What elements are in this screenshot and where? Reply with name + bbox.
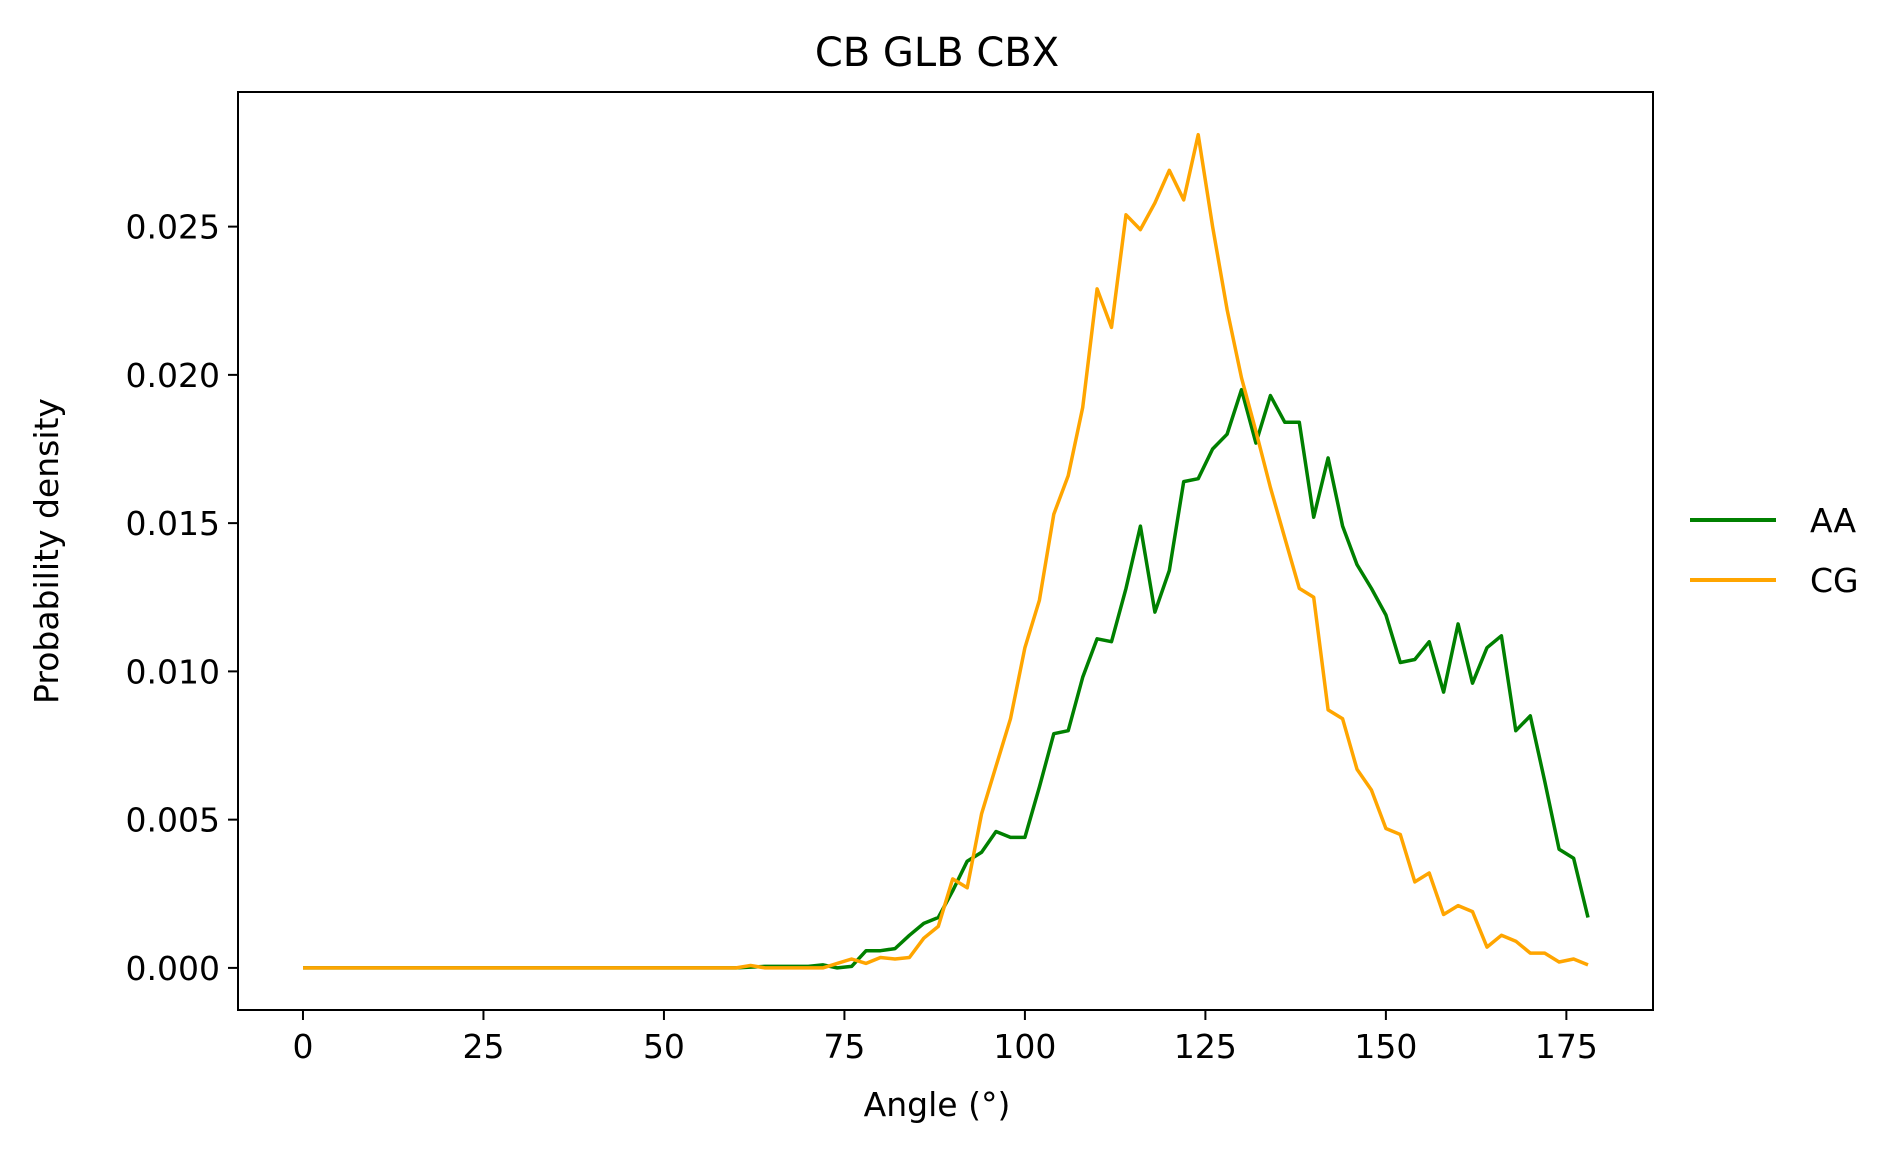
- x-tick-label: 50: [643, 1027, 685, 1066]
- x-tick-label: 0: [292, 1027, 313, 1066]
- series-line-cg: [303, 132, 1589, 970]
- y-tick-label: 0.000: [126, 949, 220, 988]
- x-axis: 0 25 50 75 100 125 150 175: [292, 1010, 1598, 1066]
- y-tick-label: 0.005: [126, 801, 220, 840]
- legend-label-cg: CG: [1810, 561, 1859, 600]
- x-tick-label: 75: [823, 1027, 865, 1066]
- plot-frame: [237, 91, 1654, 1011]
- series-line-aa: [303, 387, 1590, 970]
- series-layer: [303, 132, 1590, 970]
- x-tick-label: 150: [1354, 1027, 1417, 1066]
- y-tick-label: 0.025: [126, 208, 220, 247]
- y-axis: 0.000 0.005 0.010 0.015 0.020 0.025: [126, 208, 238, 988]
- x-tick-label: 175: [1535, 1027, 1598, 1066]
- y-tick-label: 0.010: [126, 652, 220, 691]
- y-tick-label: 0.015: [126, 504, 220, 543]
- y-axis-label: Probability density: [27, 398, 66, 704]
- legend: AA CG: [1690, 501, 1859, 600]
- legend-label-aa: AA: [1810, 501, 1856, 540]
- x-tick-label: 100: [993, 1027, 1056, 1066]
- x-axis-label: Angle (°): [864, 1085, 1011, 1124]
- x-tick-label: 25: [462, 1027, 504, 1066]
- y-tick-label: 0.020: [126, 356, 220, 395]
- chart-title: CB GLB CBX: [815, 30, 1059, 76]
- x-tick-label: 125: [1174, 1027, 1237, 1066]
